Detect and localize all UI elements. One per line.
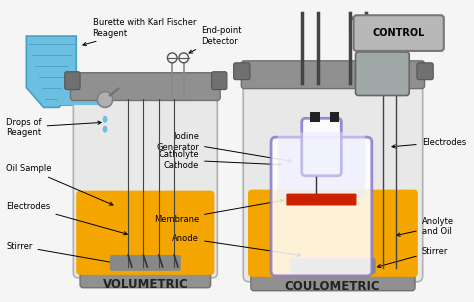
Text: Membrane: Membrane <box>154 199 283 224</box>
Text: Burette with Karl Fischer
Reagent: Burette with Karl Fischer Reagent <box>83 18 196 46</box>
Text: Stirrer: Stirrer <box>377 246 448 268</box>
FancyBboxPatch shape <box>110 255 181 271</box>
Text: Detector: Detector <box>285 69 355 78</box>
FancyBboxPatch shape <box>211 72 227 90</box>
Text: Electrodes: Electrodes <box>392 138 466 148</box>
FancyBboxPatch shape <box>234 63 250 80</box>
FancyBboxPatch shape <box>76 191 214 275</box>
Circle shape <box>97 92 113 108</box>
FancyBboxPatch shape <box>286 194 356 205</box>
Text: Stirrer: Stirrer <box>6 242 122 265</box>
Polygon shape <box>100 88 110 108</box>
Ellipse shape <box>103 126 108 133</box>
Text: Iodine
Generator: Iodine Generator <box>156 132 291 162</box>
Polygon shape <box>27 36 76 108</box>
Text: COULOMETRIC: COULOMETRIC <box>285 280 380 293</box>
FancyBboxPatch shape <box>356 52 409 95</box>
Bar <box>80 194 210 271</box>
FancyBboxPatch shape <box>73 85 217 278</box>
Bar <box>329 112 339 122</box>
FancyBboxPatch shape <box>65 72 80 90</box>
FancyBboxPatch shape <box>278 132 365 198</box>
FancyBboxPatch shape <box>243 72 423 282</box>
Ellipse shape <box>103 116 108 123</box>
FancyBboxPatch shape <box>241 61 425 88</box>
FancyBboxPatch shape <box>271 137 372 276</box>
FancyBboxPatch shape <box>80 264 210 288</box>
Text: Oil Sample: Oil Sample <box>6 164 113 205</box>
FancyBboxPatch shape <box>302 118 341 176</box>
FancyBboxPatch shape <box>71 73 220 101</box>
FancyBboxPatch shape <box>354 15 444 51</box>
Text: CONTROL: CONTROL <box>373 28 425 38</box>
Text: End-point
Detector: End-point Detector <box>189 26 241 53</box>
Text: Catholyte
Cathode: Catholyte Cathode <box>158 150 282 170</box>
Text: Drops of
Reagent: Drops of Reagent <box>6 117 101 137</box>
FancyBboxPatch shape <box>417 63 433 80</box>
Text: Anolyte
and Oil: Anolyte and Oil <box>397 217 454 236</box>
Text: Electrodes: Electrodes <box>6 202 127 235</box>
FancyBboxPatch shape <box>248 190 418 277</box>
Text: Anode: Anode <box>172 234 301 257</box>
FancyBboxPatch shape <box>290 258 376 274</box>
Bar <box>310 112 320 122</box>
Text: VOLUMETRIC: VOLUMETRIC <box>102 278 188 291</box>
FancyBboxPatch shape <box>251 267 415 291</box>
